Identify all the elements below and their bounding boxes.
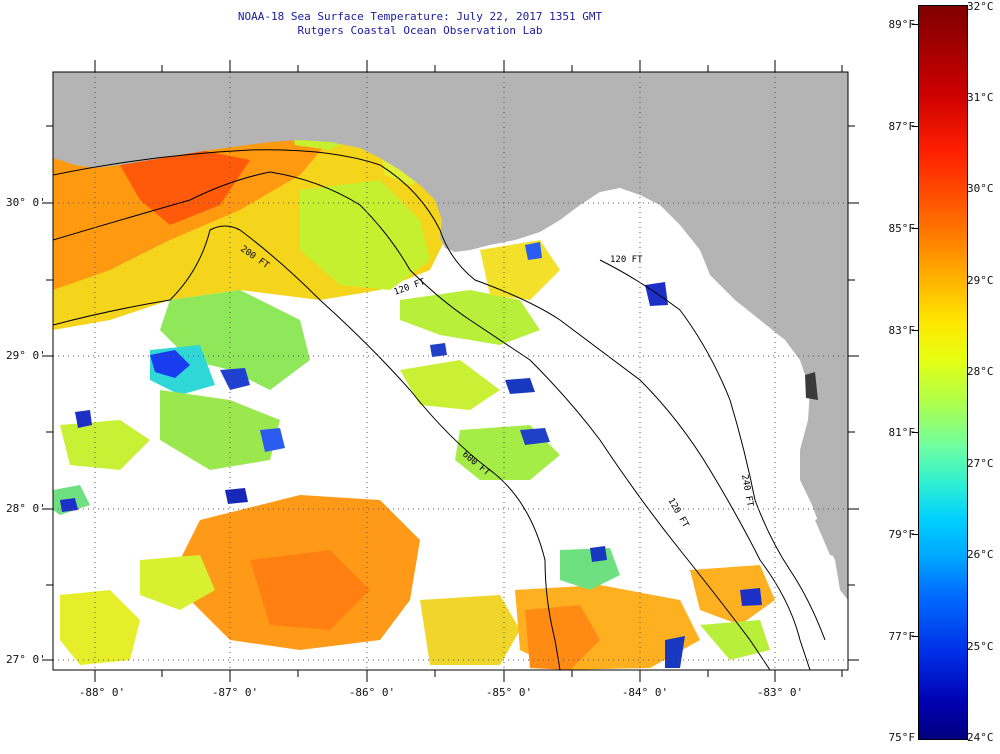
lat-label: 30° 0' [6,196,46,209]
f-tick [912,126,918,127]
isobaths [53,149,826,670]
celsius-label: 24°C [967,731,994,744]
title-line-2: Rutgers Coastal Ocean Observation Lab [297,24,543,37]
fahrenheit-label: 77°F [888,630,916,643]
lon-label: -83° 0' [756,686,804,699]
celsius-label: 28°C [967,365,994,378]
fahrenheit-label: 87°F [888,120,916,133]
f-tick [912,432,918,433]
title-line-1: NOAA-18 Sea Surface Temperature: July 22… [237,10,603,23]
celsius-label: 27°C [967,457,994,470]
map-title: NOAA-18 Sea Surface Temperature: July 22… [120,10,720,38]
f-tick [912,534,918,535]
cold-spots [60,242,762,668]
celsius-label: 29°C [967,274,994,287]
lat-label: 29° 0' [6,349,46,362]
land [53,72,848,600]
lat-label: 27° 0' [6,653,46,666]
fahrenheit-label: 83°F [888,324,916,337]
celsius-label: 25°C [967,640,994,653]
f-tick [912,228,918,229]
fahrenheit-label: 89°F [888,18,916,31]
lon-label: -86° 0' [348,686,396,699]
celsius-label: 31°C [967,91,994,104]
fahrenheit-label: 85°F [888,222,916,235]
lon-label: -85° 0' [485,686,533,699]
celsius-label: 30°C [967,182,994,195]
f-tick [912,330,918,331]
map-area [53,72,848,670]
fahrenheit-label: 75°F [888,731,916,744]
fahrenheit-label: 81°F [888,426,916,439]
lon-label: -87° 0' [211,686,259,699]
lon-label: -84° 0' [621,686,669,699]
lat-label: 28° 0' [6,502,46,515]
lon-label: -88° 0' [78,686,126,699]
color-scale-bar [918,5,968,740]
f-tick [912,24,918,25]
axis-ticks [42,60,859,682]
fahrenheit-label: 79°F [888,528,916,541]
celsius-label: 26°C [967,548,994,561]
f-tick [912,636,918,637]
isobath-label: 120 FT [610,255,643,265]
map-frame [52,71,849,671]
celsius-label: 32°C [967,0,994,13]
